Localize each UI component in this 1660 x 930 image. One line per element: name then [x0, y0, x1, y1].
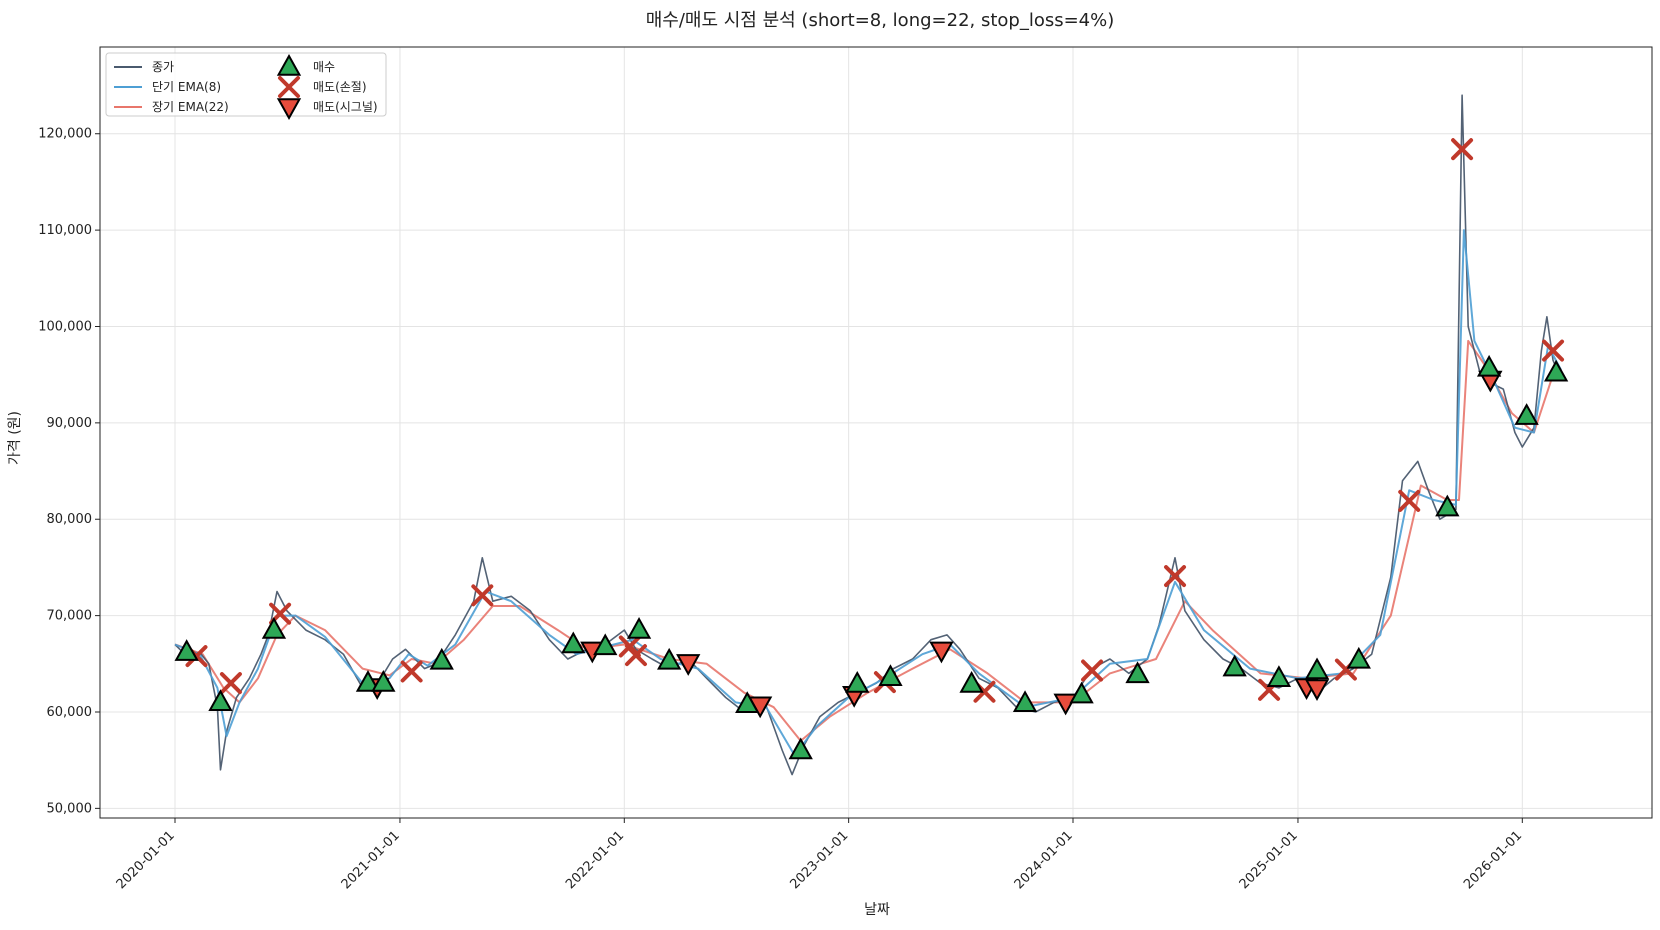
marker-buy: [593, 633, 618, 656]
grid-lines: [100, 47, 1652, 818]
marker-sell-signal: [1304, 679, 1330, 701]
legend-label: 장기 EMA(22): [152, 100, 229, 114]
marker-buy: [845, 670, 870, 693]
marker-buy: [429, 647, 454, 670]
marker-buy: [208, 689, 233, 712]
marker-buy: [1435, 494, 1460, 517]
marker-sell-signal: [1053, 693, 1078, 716]
marker-sell-stop: [624, 644, 647, 667]
series-line-ema-short: [174, 229, 1562, 757]
marker-sell-stop: [1164, 565, 1187, 588]
marker-sell-stop: [1451, 138, 1474, 161]
x-tick-label: 2021-01-01: [339, 828, 403, 892]
marker-buy: [878, 664, 903, 686]
marker-buy: [1069, 681, 1094, 704]
marker-buy: [1543, 359, 1569, 382]
marker-buy: [959, 670, 984, 693]
legend-marker-sell-stop: [278, 76, 300, 98]
marker-buy: [626, 617, 652, 639]
marker-buy: [1476, 354, 1502, 377]
marker-sell-signal: [676, 654, 701, 676]
y-axis-label: 가격 (원): [7, 411, 23, 465]
marker-sell-stop: [219, 672, 242, 695]
y-axis-ticks: 50,000 60,000 70,000 80,000 90,000 100,000 110…: [38, 127, 100, 816]
x-tick-label: 2023-01-01: [787, 828, 851, 892]
marker-buy: [735, 691, 760, 713]
marker-buy: [1266, 665, 1292, 687]
y-tick-label: 80,000: [47, 512, 93, 527]
x-axis-ticks: 2020-01-01 2021-01-01 2022-01-01 2023-01-01…: [114, 818, 1525, 892]
legend-marker-buy: [276, 53, 302, 76]
series-line-ema-long: [174, 339, 1562, 742]
marker-sell-signal: [929, 641, 954, 664]
x-axis-label: 날짜: [864, 902, 890, 918]
x-tick-label: 2024-01-01: [1012, 828, 1076, 892]
series-lines: [174, 94, 1562, 776]
y-tick-label: 110,000: [38, 223, 92, 238]
marker-buy: [174, 639, 199, 661]
marker-buy: [788, 737, 813, 760]
marker-buy: [657, 647, 682, 670]
x-tick-label: 2026-01-01: [1461, 828, 1525, 892]
y-tick-label: 100,000: [38, 319, 92, 334]
x-tick-label: 2020-01-01: [114, 828, 178, 892]
marker-buy: [355, 670, 381, 692]
y-tick-label: 70,000: [47, 609, 93, 624]
marker-sell-stop: [471, 584, 494, 607]
signal-markers: [174, 138, 1569, 760]
legend-label: 종가: [152, 60, 174, 74]
y-tick-label: 60,000: [47, 705, 93, 720]
marker-buy: [1222, 654, 1247, 677]
marker-sell-stop: [400, 660, 423, 683]
marker-buy: [561, 631, 586, 654]
marker-sell-stop: [1398, 489, 1421, 512]
plot-frame: [99, 46, 1653, 819]
marker-sell-stop: [1081, 659, 1104, 682]
legend-box: [105, 52, 387, 117]
chart-title: 매수/매도 시점 분석 (short=8, long=22, stop_loss…: [646, 10, 1115, 31]
marker-buy: [1012, 690, 1038, 713]
marker-buy: [1304, 657, 1330, 680]
legend-label: 매도(시그널): [313, 100, 378, 114]
y-tick-label: 90,000: [47, 416, 93, 431]
legend-marker-sell-signal: [276, 98, 302, 121]
y-tick-label: 50,000: [47, 801, 93, 816]
x-tick-label: 2025-01-01: [1237, 828, 1301, 892]
legend-label: 단기 EMA(8): [152, 80, 221, 94]
legend-label: 매수: [313, 60, 335, 74]
marker-buy: [1514, 403, 1539, 425]
marker-buy: [1125, 661, 1150, 684]
marker-buy: [371, 670, 396, 692]
legend-label: 매도(손절): [313, 80, 367, 94]
marker-buy: [261, 617, 287, 639]
marker-sell-stop: [1542, 339, 1565, 362]
y-tick-label: 120,000: [38, 127, 92, 142]
x-tick-label: 2022-01-01: [563, 828, 627, 892]
marker-buy: [1346, 646, 1371, 669]
